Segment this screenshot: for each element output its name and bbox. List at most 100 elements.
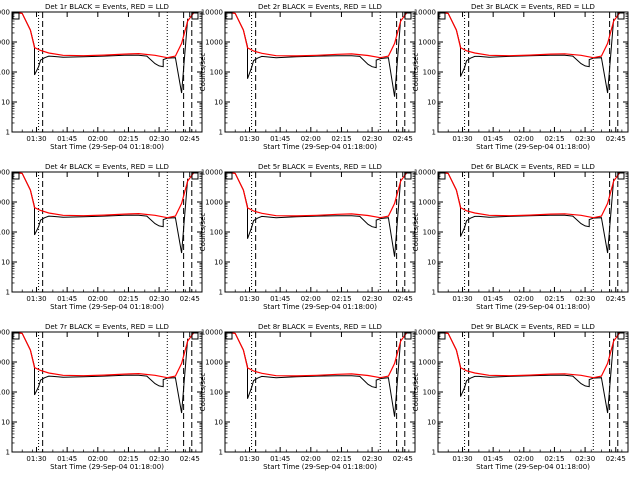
x-tick-label: 01:45 (270, 135, 290, 143)
x-tick-label: 01:30 (452, 455, 472, 463)
x-tick-label: 02:15 (331, 135, 351, 143)
events-series-line (225, 332, 402, 417)
y-tick-label: 100 (423, 389, 436, 397)
x-tick-label: 02:15 (331, 455, 351, 463)
panel-title: Det 6r BLACK = Events, RED = LLD (471, 163, 595, 171)
corner-marker-right (617, 332, 625, 340)
y-tick-label: 1000 (0, 359, 10, 367)
events-series-line (12, 332, 189, 414)
y-tick-label: 1000 (0, 199, 10, 207)
x-tick-label: 02:30 (362, 135, 382, 143)
corner-marker-left (12, 12, 20, 20)
x-tick-label: 02:45 (393, 455, 413, 463)
y-tick-label: 1000 (418, 359, 436, 367)
y-axis-label: Counts/sec (412, 373, 420, 412)
x-tick-label: 02:30 (149, 295, 169, 303)
x-tick-label: 02:15 (118, 295, 138, 303)
y-tick-label: 1 (432, 449, 436, 457)
y-tick-label: 1000 (205, 359, 223, 367)
y-tick-label: 10000 (201, 169, 223, 177)
detector-panel-8: 1 10 100 1000 10000 01:30 01:45 02:00 02:15 02:30… (199, 323, 416, 471)
x-tick-label: 01:30 (239, 295, 259, 303)
y-tick-label: 10000 (201, 9, 223, 17)
y-tick-label: 10 (1, 419, 10, 427)
y-tick-label: 1000 (418, 199, 436, 207)
x-tick-label: 02:00 (88, 295, 108, 303)
y-tick-label: 100 (210, 69, 223, 77)
panel-title: Det 4r BLACK = Events, RED = LLD (45, 163, 169, 171)
y-tick-label: 100 (423, 69, 436, 77)
y-tick-label: 10 (214, 419, 223, 427)
y-tick-label: 1 (6, 449, 10, 457)
y-tick-label: 100 (210, 229, 223, 237)
panel-title: Det 7r BLACK = Events, RED = LLD (45, 323, 169, 331)
x-axis-label: Start Time (29-Sep-04 01:18:00) (476, 143, 590, 151)
y-tick-label: 1 (6, 129, 10, 137)
x-tick-label: 02:30 (149, 455, 169, 463)
y-tick-label: 100 (423, 229, 436, 237)
y-tick-label: 10 (1, 259, 10, 267)
events-series-line (225, 12, 402, 97)
plot-frame (437, 331, 629, 453)
plot-frame (11, 331, 203, 453)
x-tick-label: 02:00 (514, 455, 534, 463)
corner-marker-right (191, 332, 199, 340)
x-tick-label: 02:00 (88, 455, 108, 463)
lld-series-line (12, 332, 195, 379)
x-tick-label: 02:45 (606, 455, 626, 463)
x-tick-label: 01:30 (26, 455, 46, 463)
plot-frame (224, 171, 416, 293)
panel-title: Det 5r BLACK = Events, RED = LLD (258, 163, 382, 171)
corner-marker-left (225, 172, 233, 180)
x-tick-label: 02:45 (180, 135, 200, 143)
x-tick-label: 02:15 (118, 455, 138, 463)
x-tick-label: 02:30 (575, 135, 595, 143)
y-tick-label: 10 (427, 419, 436, 427)
y-tick-label: 100 (0, 229, 10, 237)
plot-frame (224, 331, 416, 453)
y-tick-label: 100 (0, 389, 10, 397)
x-tick-label: 02:30 (362, 295, 382, 303)
x-axis-label: Start Time (29-Sep-04 01:18:00) (476, 463, 590, 471)
detector-panel-2: 1 10 100 1000 10000 01:30 01:45 02:00 02:15 02:30… (199, 3, 416, 151)
y-tick-label: 10000 (414, 329, 436, 337)
x-tick-label: 01:30 (239, 135, 259, 143)
lld-series-line (438, 12, 621, 59)
x-axis-label: Start Time (29-Sep-04 01:18:00) (476, 303, 590, 311)
plot-frame (11, 171, 203, 293)
detector-panel-9: 1 10 100 1000 10000 01:30 01:45 02:00 02:15 02:30… (412, 323, 629, 471)
x-tick-label: 01:45 (57, 455, 77, 463)
lld-series-line (225, 12, 408, 59)
panel-title: Det 9r BLACK = Events, RED = LLD (471, 323, 595, 331)
corner-marker-right (191, 172, 199, 180)
panel-title: Det 8r BLACK = Events, RED = LLD (258, 323, 382, 331)
x-tick-label: 01:30 (239, 455, 259, 463)
events-series-line (438, 12, 615, 94)
y-tick-label: 10000 (414, 169, 436, 177)
x-tick-label: 02:15 (118, 135, 138, 143)
y-tick-label: 1000 (205, 199, 223, 207)
detector-panel-4: 1 10 100 1000 10000 01:30 01:45 02:00 02:15 02:30… (0, 163, 203, 311)
x-axis-label: Start Time (29-Sep-04 01:18:00) (50, 143, 164, 151)
x-tick-label: 01:45 (57, 135, 77, 143)
x-tick-label: 01:45 (483, 135, 503, 143)
events-series-line (12, 12, 189, 94)
y-tick-label: 10 (214, 99, 223, 107)
x-tick-label: 01:45 (270, 455, 290, 463)
x-tick-label: 02:15 (331, 295, 351, 303)
x-tick-label: 01:30 (26, 135, 46, 143)
corner-marker-left (225, 12, 233, 20)
detector-panel-6: 1 10 100 1000 10000 01:30 01:45 02:00 02:15 02:30… (412, 163, 629, 311)
x-tick-label: 02:15 (544, 455, 564, 463)
lld-series-line (438, 172, 621, 219)
corner-marker-left (225, 332, 233, 340)
x-tick-label: 02:45 (606, 135, 626, 143)
x-tick-label: 01:45 (57, 295, 77, 303)
y-tick-label: 1 (6, 289, 10, 297)
y-tick-label: 10000 (0, 9, 10, 17)
y-tick-label: 1000 (418, 39, 436, 47)
y-axis-label: Counts/sec (199, 213, 207, 252)
y-tick-label: 100 (0, 69, 10, 77)
corner-marker-right (617, 12, 625, 20)
